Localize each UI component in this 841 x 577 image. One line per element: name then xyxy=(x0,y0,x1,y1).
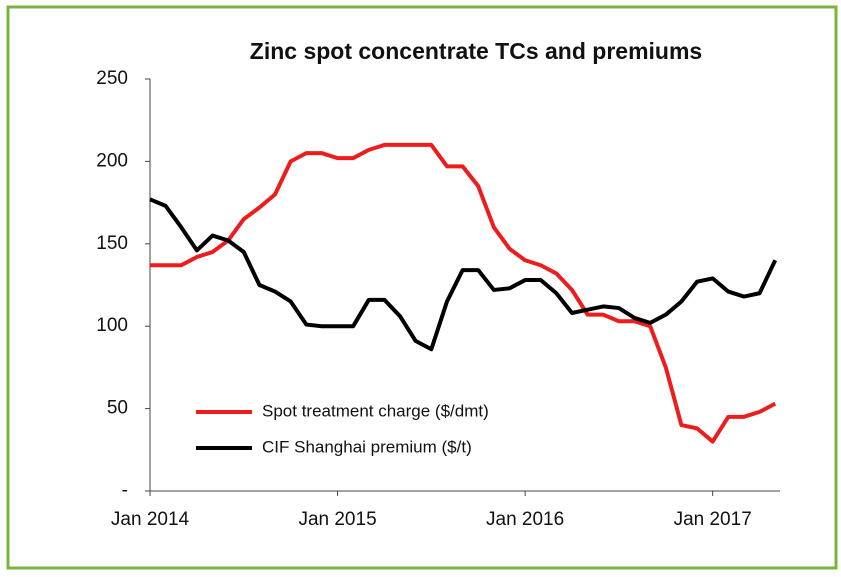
x-tick-label: Jan 2016 xyxy=(486,509,564,530)
y-tick-label: 250 xyxy=(96,68,128,89)
legend-label: Spot treatment charge ($/dmt) xyxy=(262,401,489,420)
frame xyxy=(6,5,838,570)
y-tick-label: 100 xyxy=(96,315,128,336)
x-tick-label: Jan 2014 xyxy=(111,509,190,530)
y-tick-label: 150 xyxy=(96,233,128,254)
legend-label: CIF Shanghai premium ($/t) xyxy=(262,437,472,456)
chart-title: Zinc spot concentrate TCs and premiums xyxy=(250,38,702,64)
series-line xyxy=(149,197,778,352)
y-tick-label: - xyxy=(122,480,128,501)
x-tick-label: Jan 2017 xyxy=(674,509,752,530)
y-tick-label: 200 xyxy=(96,150,128,171)
series-line xyxy=(150,142,777,444)
x-tick-label: Jan 2015 xyxy=(298,509,376,530)
y-tick-label: 50 xyxy=(107,398,128,419)
